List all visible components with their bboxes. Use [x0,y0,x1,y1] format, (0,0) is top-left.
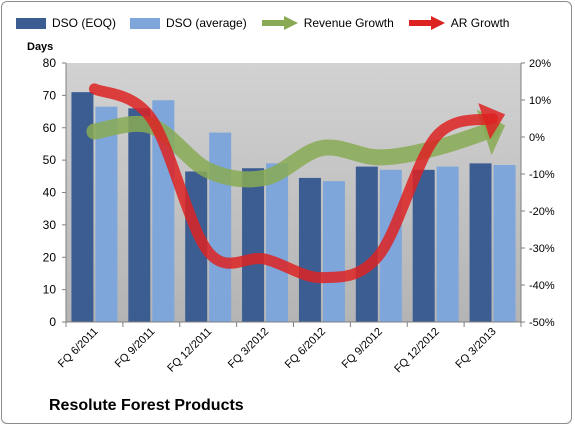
bar-dso-eoq [298,177,321,322]
y-tick-label-left: 80 [43,56,57,70]
x-tick-label: FQ 12/2011 [165,326,214,375]
y-tick-label-left: 40 [43,186,57,200]
y-tick-label-left: 10 [43,283,57,297]
x-tick-label: FQ 12/2012 [392,326,442,376]
legend-item-revenue-growth: Revenue Growth [261,15,394,31]
bar-dso-average [436,166,459,322]
bar-dso-eoq [355,166,378,322]
legend-item-dso-eoq: DSO (EOQ) [16,16,116,30]
line-ar-growth [88,83,499,284]
legend-label-revenue-growth: Revenue Growth [303,16,394,30]
y-tick-label-left: 70 [43,88,57,102]
y-tick-label-left: 20 [43,250,57,264]
bar-dso-eoq [242,168,265,322]
arrowhead-ar-growth [478,103,506,140]
legend-swatch-dso-eoq [16,17,46,29]
x-tick-label: FQ 6/2012 [283,326,328,371]
bar-dso-eoq [71,92,94,322]
legend-label-ar-growth: AR Growth [450,16,510,30]
x-tick-label: FQ 6/2011 [56,326,101,371]
bar-dso-average [95,106,118,322]
y-tick-label-right: -40% [529,280,555,292]
y-tick-label-left: 30 [43,218,57,232]
legend-item-ar-growth: AR Growth [408,15,510,31]
legend-swatch-dso-average [130,17,161,29]
legend-item-dso-average: DSO (average) [130,16,247,30]
y-tick-label-right: -10% [529,169,555,181]
x-tick-label: FQ 9/2012 [340,326,385,371]
y-tick-label-left: 50 [43,153,57,167]
chart-title: Resolute Forest Products [49,397,244,414]
legend-label-dso-eoq: DSO (EOQ) [52,16,117,30]
bar-dso-average [209,132,232,322]
bar-dso-average [266,163,289,322]
y-tick-label-right: -20% [529,206,555,218]
y-axis-left-title: Days [27,41,54,53]
bar-dso-average [493,164,516,322]
x-tick-label: FQ 9/2011 [113,326,158,371]
y-tick-label-right: 10% [529,95,551,107]
y-tick-label-left: 60 [43,121,57,135]
bar-dso-eoq [412,169,435,322]
bar-dso-eoq [128,108,151,322]
y-tick-label-right: 20% [529,58,551,70]
x-tick-label: FQ 3/2012 [226,326,271,371]
bar-dso-eoq [469,163,492,322]
legend-label-dso-average: DSO (average) [166,16,247,30]
y-tick-label-right: 0% [529,132,545,144]
y-tick-label-right: -50% [529,317,555,329]
x-tick-label: FQ 3/2013 [453,326,498,371]
y-tick-label-right: -30% [529,243,555,255]
bar-dso-average [322,181,345,322]
y-tick-label-left: 0 [49,315,56,329]
legend-arrow-revenue-growth-icon [261,16,298,30]
legend-arrow-ar-growth-icon [408,16,445,30]
legend: DSO (EOQ) DSO (average) Revenue Growth A… [16,12,523,34]
